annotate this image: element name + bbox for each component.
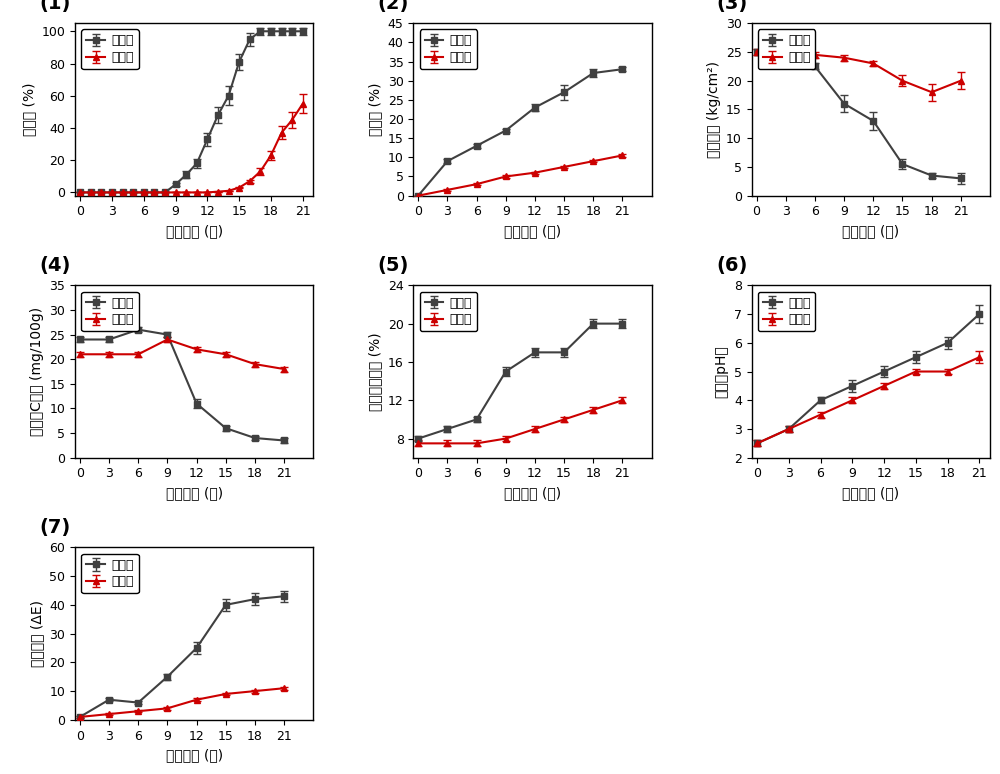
Legend: 对照组, 保鲜组: 对照组, 保鲜组 [81,29,139,69]
Legend: 对照组, 保鲜组: 对照组, 保鲜组 [420,292,477,331]
Y-axis label: 果肉的pH值: 果肉的pH值 [714,345,728,398]
Legend: 对照组, 保鲜组: 对照组, 保鲜组 [420,29,477,69]
Text: (1): (1) [39,0,71,13]
Y-axis label: 芒果硬度 (kg/cm²): 芒果硬度 (kg/cm²) [707,61,721,158]
Text: (2): (2) [378,0,409,13]
X-axis label: 储藏时间 (天): 储藏时间 (天) [166,748,223,762]
Text: (4): (4) [39,256,71,275]
Text: (5): (5) [378,256,409,275]
Text: (7): (7) [39,518,71,537]
Legend: 对照组, 保鲜组: 对照组, 保鲜组 [81,553,139,594]
Text: (6): (6) [716,256,747,275]
X-axis label: 储藏时间 (天): 储藏时间 (天) [504,224,561,238]
Legend: 对照组, 保鲜组: 对照组, 保鲜组 [758,292,815,331]
Y-axis label: 腐烂率 (%): 腐烂率 (%) [22,83,36,136]
X-axis label: 储藏时间 (天): 储藏时间 (天) [166,224,223,238]
X-axis label: 储藏时间 (天): 储藏时间 (天) [842,486,899,500]
Y-axis label: 可溶性固含物 (%): 可溶性固含物 (%) [368,332,382,411]
X-axis label: 储藏时间 (天): 储藏时间 (天) [166,486,223,500]
X-axis label: 储藏时间 (天): 储藏时间 (天) [504,486,561,500]
Legend: 对照组, 保鲜组: 对照组, 保鲜组 [758,29,815,69]
Legend: 对照组, 保鲜组: 对照组, 保鲜组 [81,292,139,331]
X-axis label: 储藏时间 (天): 储藏时间 (天) [842,224,899,238]
Text: (3): (3) [716,0,747,13]
Y-axis label: 失重率 (%): 失重率 (%) [368,83,382,136]
Y-axis label: 维生素C含量 (mg/100g): 维生素C含量 (mg/100g) [30,307,44,436]
Y-axis label: 芒果褐变 (ΔE): 芒果褐变 (ΔE) [30,600,44,667]
